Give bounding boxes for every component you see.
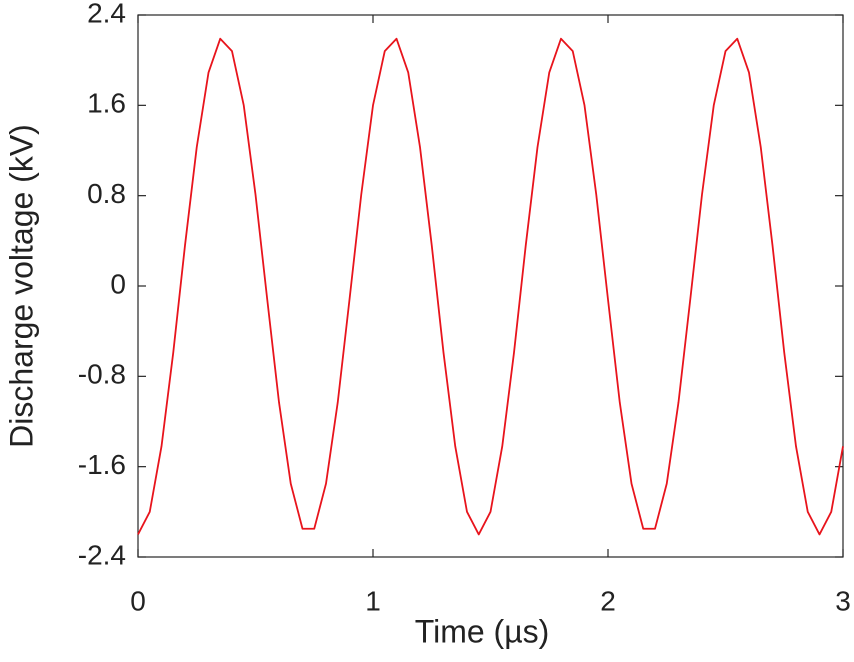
y-tick-label: 2.4: [87, 0, 126, 28]
y-tick-label: 1.6: [87, 88, 126, 119]
x-tick-label: 1: [365, 585, 381, 616]
x-axis-label: Time (µs): [415, 613, 550, 649]
x-tick-label: 2: [600, 585, 616, 616]
y-tick-label: -2.4: [78, 539, 126, 570]
y-tick-label: 0.8: [87, 178, 126, 209]
y-tick-label: -1.6: [78, 449, 126, 480]
x-tick-label: 3: [835, 585, 851, 616]
plot-frame: [137, 14, 844, 558]
y-axis-label: Discharge voltage (kV): [3, 124, 39, 448]
y-tick-label: -0.8: [78, 359, 126, 390]
y-tick-label: 0: [110, 268, 126, 299]
x-tick-label: 0: [130, 585, 146, 616]
data-line: [137, 37, 844, 536]
